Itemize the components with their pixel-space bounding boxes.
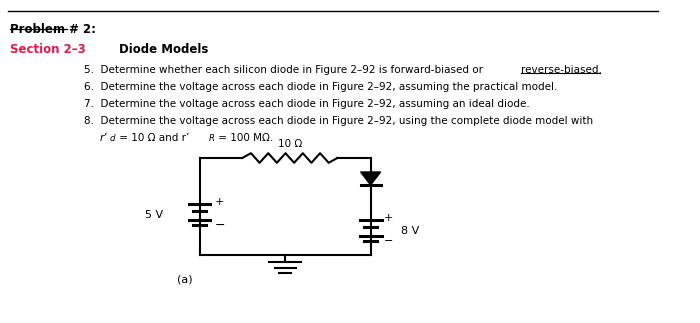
Text: Problem # 2:: Problem # 2:: [10, 23, 95, 36]
Text: 8 V: 8 V: [401, 225, 419, 235]
Text: Diode Models: Diode Models: [119, 43, 208, 56]
Polygon shape: [360, 172, 381, 185]
Text: (a): (a): [178, 275, 193, 285]
Text: = 10 Ω and r’: = 10 Ω and r’: [116, 133, 190, 143]
Text: 5.  Determine whether each silicon diode in Figure 2–92 is forward-biased or: 5. Determine whether each silicon diode …: [83, 65, 486, 75]
Text: +: +: [384, 213, 393, 223]
Text: Section 2–3: Section 2–3: [10, 43, 85, 56]
Text: reverse-biased.: reverse-biased.: [522, 65, 602, 75]
Text: 10 Ω: 10 Ω: [278, 139, 302, 149]
Text: R: R: [209, 134, 215, 143]
Text: = 100 MΩ.: = 100 MΩ.: [215, 133, 274, 143]
Text: 8.  Determine the voltage across each diode in Figure 2–92, using the complete d: 8. Determine the voltage across each dio…: [83, 116, 593, 126]
Text: 7.  Determine the voltage across each diode in Figure 2–92, assuming an ideal di: 7. Determine the voltage across each dio…: [83, 99, 529, 109]
Text: +: +: [215, 197, 224, 207]
Text: −: −: [215, 219, 225, 232]
Text: r’: r’: [100, 133, 107, 143]
Text: 6.  Determine the voltage across each diode in Figure 2–92, assuming the practic: 6. Determine the voltage across each dio…: [83, 82, 557, 92]
Text: −: −: [384, 236, 393, 246]
Text: 5 V: 5 V: [146, 210, 163, 220]
Text: d: d: [110, 134, 116, 143]
